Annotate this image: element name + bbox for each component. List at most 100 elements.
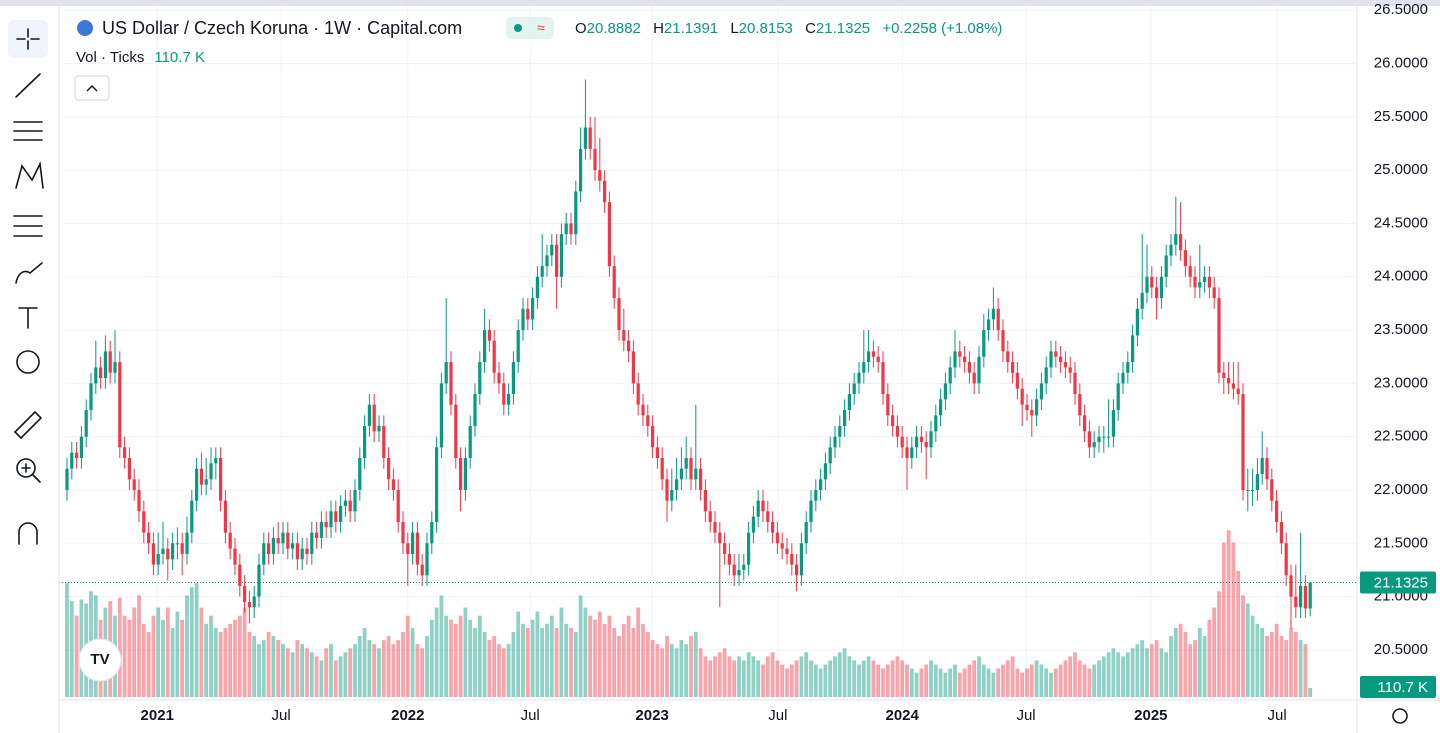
candle-body (353, 489, 357, 512)
crosshair-icon (16, 28, 40, 50)
zoom-tool[interactable] (16, 458, 36, 478)
prediction-tool[interactable] (13, 215, 43, 237)
candle-body (1246, 489, 1250, 491)
volume-bar (1116, 652, 1121, 697)
volume-bar (333, 660, 338, 697)
volume-bar (367, 640, 372, 697)
volume-bar (487, 640, 492, 697)
volume-bar (137, 595, 141, 697)
volume-bar (1207, 619, 1212, 697)
volume-bar (1178, 623, 1183, 697)
candle-body (526, 308, 530, 320)
volume-bar (1226, 530, 1231, 697)
x-tick-label: 2025 (1134, 707, 1167, 724)
candle-body (238, 564, 242, 586)
volume-bar (674, 648, 679, 697)
volume-bar (1101, 656, 1106, 697)
volume-bar (948, 668, 953, 697)
candle-body (622, 330, 626, 341)
candle-body (209, 463, 213, 480)
collapse-button[interactable] (74, 75, 110, 101)
status-pill[interactable] (506, 17, 554, 39)
volume-bar (521, 623, 525, 697)
candle-body (963, 356, 967, 363)
volume-bar (1005, 660, 1010, 697)
ruler-tool[interactable] (13, 410, 43, 440)
settings-button[interactable] (1392, 708, 1408, 724)
volume-bar (1183, 631, 1188, 697)
trendline-tool[interactable] (15, 73, 41, 98)
volume-bar (1077, 660, 1082, 697)
volume-bar (237, 615, 242, 697)
candle-body (204, 479, 208, 485)
volume-bar (645, 631, 650, 697)
candle-body (747, 532, 751, 565)
crosshair-tool[interactable] (8, 20, 48, 58)
volume-bar (713, 656, 717, 697)
volume-bar (1001, 664, 1005, 697)
volume-bar (1197, 627, 1202, 697)
volume-bar (233, 619, 237, 697)
volume-bar (535, 611, 540, 697)
volume-bar (69, 601, 74, 697)
fib-tool[interactable] (13, 121, 43, 141)
emoji-tool[interactable] (16, 350, 40, 374)
candle-body (1231, 383, 1235, 389)
candle-body (151, 543, 155, 565)
volume-bar (593, 619, 597, 697)
volume-last: 110.7 K (154, 49, 205, 66)
volume-bar (372, 644, 377, 697)
volume-bar (1293, 631, 1298, 697)
volume-bar (789, 664, 794, 697)
volume-bar (1106, 652, 1111, 697)
candle-body (857, 372, 861, 384)
x-tick-label: Jul (1267, 707, 1286, 724)
header: US Dollar / Czech Koruna · 1W · Capital.… (74, 17, 1408, 724)
volume-bar (756, 660, 761, 697)
candle-body (223, 500, 227, 533)
volume-bar (977, 656, 981, 697)
volume-bar (751, 656, 756, 697)
volume-bar (1073, 652, 1077, 697)
candle-body (219, 458, 223, 501)
candle-body (1303, 585, 1307, 609)
volume-bar (1087, 668, 1092, 697)
magnet-tool[interactable] (18, 522, 38, 545)
tv-logo[interactable] (78, 638, 122, 682)
pattern-tool[interactable] (15, 161, 44, 189)
volume-bar (583, 607, 588, 697)
volume-bar (156, 607, 161, 697)
candle-body (1212, 287, 1216, 299)
candle-body (876, 356, 880, 363)
brush-tool[interactable] (15, 262, 43, 284)
volume-bar (929, 660, 933, 697)
volume-bar (405, 615, 410, 697)
candle-body (363, 426, 367, 459)
volume-bar (425, 636, 429, 697)
candle-body (886, 394, 890, 416)
volume-bar (1111, 648, 1116, 697)
candle-body (771, 521, 775, 533)
candle-body (281, 532, 285, 544)
volume-bar (569, 627, 573, 697)
volume-bar (1193, 640, 1197, 697)
volume-bar (684, 644, 689, 697)
volume-bar (986, 668, 991, 697)
candle-body (343, 500, 347, 506)
c-value: 21.1325 (816, 20, 870, 37)
text-tool[interactable] (18, 307, 38, 329)
zoom-icon (21, 463, 41, 483)
candle-body (703, 489, 707, 512)
candle-body (1270, 479, 1274, 501)
volume-bar (1212, 607, 1217, 697)
volume-bar (1130, 648, 1135, 697)
y-tick-label: 24.5000 (1374, 214, 1428, 231)
candle-body (756, 500, 760, 517)
candle-body (1222, 372, 1226, 379)
volume-bar (1164, 652, 1169, 697)
candle-body (161, 548, 165, 554)
volume-bar (871, 660, 876, 697)
candle-body (113, 362, 117, 373)
volume-bar (1063, 660, 1068, 697)
